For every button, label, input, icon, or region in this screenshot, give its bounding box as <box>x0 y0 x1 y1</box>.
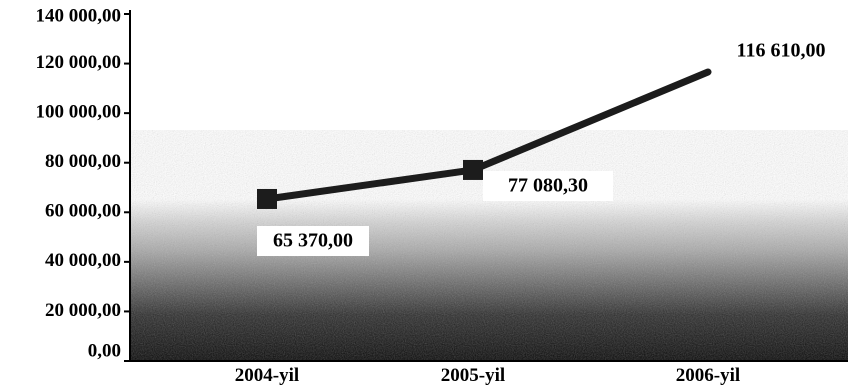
x-axis-ticks: 2004-yil 2005-yil 2006-yil <box>235 365 740 386</box>
y-tick-label: 100 000,00 <box>36 102 122 123</box>
data-label: 116 610,00 <box>737 40 826 62</box>
plot-background <box>130 130 848 361</box>
data-label-text: 65 370,00 <box>273 230 353 252</box>
y-tick-label: 0,00 <box>88 340 121 361</box>
y-tick-label: 40 000,00 <box>45 250 121 271</box>
series-layer <box>257 68 712 209</box>
data-label-layer: 65 370,00 77 080,30 116 610,00 <box>257 40 825 256</box>
y-axis-ticks: 0,00 20 000,00 40 000,00 60 000,00 80 000,00… <box>36 5 130 362</box>
y-tick-label: 80 000,00 <box>45 151 121 172</box>
y-tick-label: 20 000,00 <box>45 300 121 321</box>
y-tick-label: 140 000,00 <box>36 5 122 26</box>
data-point-marker <box>463 159 483 180</box>
data-label-text: 116 610,00 <box>737 40 826 62</box>
data-label: 77 080,30 <box>483 171 613 201</box>
plot-texture <box>130 130 848 361</box>
data-label-box <box>483 171 613 201</box>
x-tick-label: 2004-yil <box>235 365 299 386</box>
data-label-box <box>257 226 369 256</box>
y-tick-label: 120 000,00 <box>36 52 122 73</box>
data-point-marker <box>257 188 277 209</box>
data-label-text: 77 080,30 <box>508 175 588 197</box>
x-tick-label: 2006-yil <box>676 365 740 386</box>
y-tick-label: 60 000,00 <box>45 201 121 222</box>
x-tick-label: 2005-yil <box>441 365 505 386</box>
data-label: 65 370,00 <box>257 226 369 256</box>
